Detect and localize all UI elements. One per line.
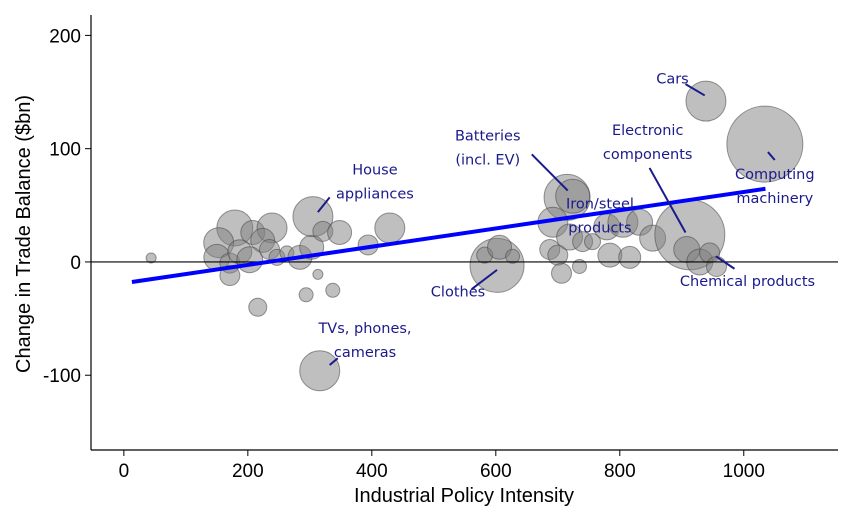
annotation-leader xyxy=(317,196,331,213)
bubble-point xyxy=(374,212,406,244)
bubble-point xyxy=(312,268,324,280)
annotation-label: products xyxy=(568,221,631,237)
fit-line-layer xyxy=(131,186,766,284)
annotation-label: Cars xyxy=(656,71,689,87)
annotation-label: House xyxy=(352,163,398,179)
x-tick-label: 1000 xyxy=(723,461,765,482)
bubble-point xyxy=(325,282,341,298)
y-tick-label: 100 xyxy=(49,140,81,161)
x-tick-label: 0 xyxy=(119,461,130,482)
x-tick-label: 800 xyxy=(604,461,636,482)
annotations-layer: House appliances Batteries (incl. EV) Electr… xyxy=(317,71,815,366)
y-tick-label: 200 xyxy=(49,26,81,47)
y-tick-label: 0 xyxy=(70,253,81,274)
bubble-point xyxy=(236,246,264,274)
bubble-point xyxy=(551,262,573,284)
annotation-leader xyxy=(767,151,776,161)
bubble-point xyxy=(505,248,521,264)
annotation-label: Clothes xyxy=(431,284,485,300)
bubble-point xyxy=(298,287,314,303)
bubble-point xyxy=(327,220,353,245)
bubble-point xyxy=(219,265,241,287)
annotation-leader xyxy=(471,269,498,290)
bubble-point xyxy=(584,233,602,251)
annotation-label: Batteries xyxy=(455,129,521,145)
bubble-point xyxy=(248,297,268,317)
bubble-point xyxy=(571,258,587,274)
annotation-label: Chemical products xyxy=(680,274,815,290)
x-axis-label: Industrial Policy Intensity xyxy=(354,485,574,507)
bubble-point xyxy=(487,234,513,260)
annotation-label: (incl. EV) xyxy=(455,153,520,169)
y-axis-label: Change in Trade Balance ($bn) xyxy=(13,95,35,373)
annotation-label: Iron/steel xyxy=(566,197,634,213)
bubbles-layer xyxy=(145,80,804,392)
bubble-point xyxy=(597,242,623,268)
x-tick-label: 400 xyxy=(356,461,388,482)
annotation-leader xyxy=(648,167,687,233)
x-tick-label: 600 xyxy=(480,461,512,482)
bubble-point xyxy=(726,105,804,183)
annotation-label: cameras xyxy=(334,345,396,361)
annotation-label: Electronic xyxy=(612,123,684,139)
bubble-point xyxy=(145,252,157,264)
annotation-label: machinery xyxy=(736,191,813,207)
fit-line xyxy=(131,186,766,284)
annotation-label: components xyxy=(603,147,693,163)
annotation-leader xyxy=(684,83,706,97)
annotation-label: TVs, phones, xyxy=(317,321,411,337)
annotation-leader xyxy=(715,255,736,270)
annotation-label: appliances xyxy=(336,187,414,203)
bubble-point xyxy=(299,350,341,392)
bubble-point xyxy=(618,245,642,269)
x-tick-label: 200 xyxy=(232,461,264,482)
annotation-label: Computing xyxy=(735,167,815,183)
y-tick-label: -100 xyxy=(43,366,81,387)
annotation-leader xyxy=(329,357,339,366)
annotation-leader xyxy=(531,153,569,192)
